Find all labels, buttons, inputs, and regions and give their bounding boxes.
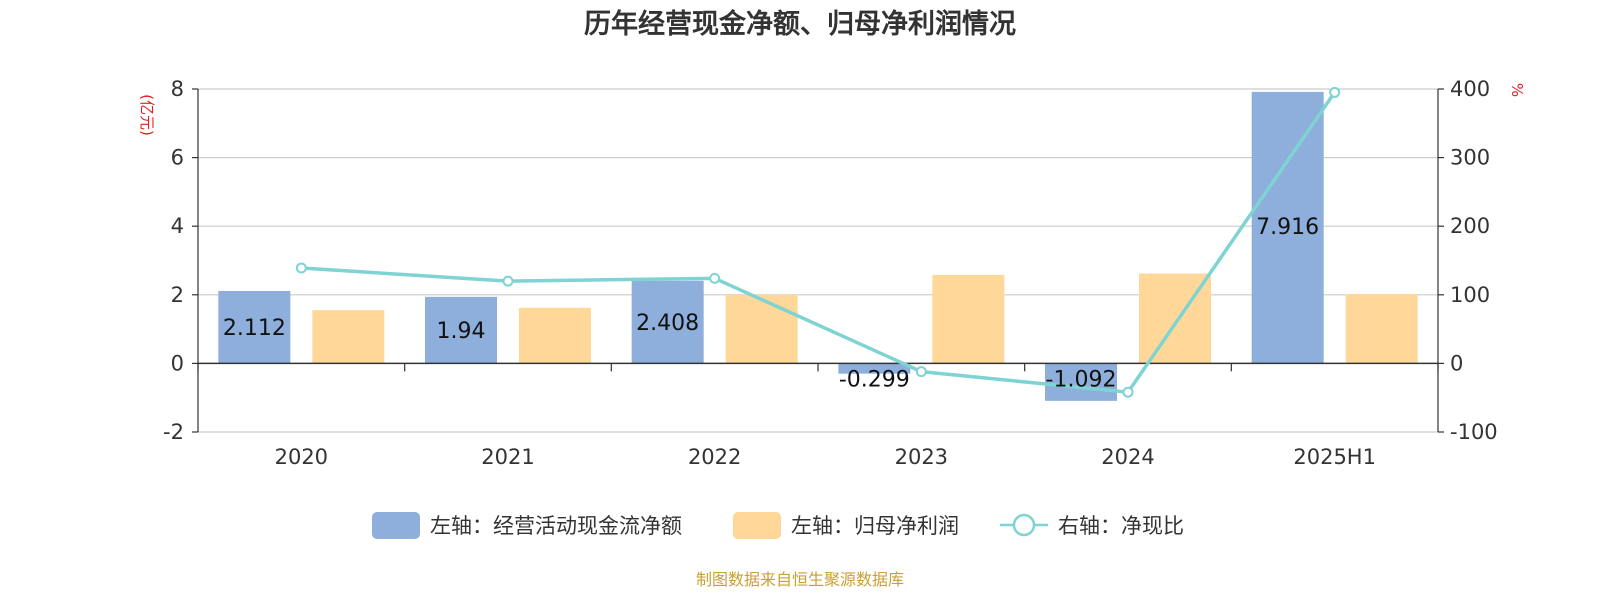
right-axis-tick-label: 0	[1450, 351, 1463, 375]
legend-item-net-profit[interactable]: 左轴：归母净利润	[733, 512, 959, 539]
left-axis-tick-label: 2	[171, 283, 184, 307]
ratio-point	[295, 262, 307, 274]
right-axis-tick-label: 400	[1450, 77, 1490, 101]
legend-label: 左轴：经营活动现金流净额	[430, 514, 682, 538]
right-axis-unit: %	[1508, 83, 1526, 97]
tick-labels: -2 0 2 4 6 8 -100 0 100 200 300 400 2020 2021 2022 2023…	[163, 77, 1498, 469]
left-axis-tick-label: 6	[171, 146, 184, 170]
cashflow-bar	[218, 290, 291, 364]
right-axis-tick-label: 200	[1450, 214, 1490, 238]
legend-item-ratio[interactable]: 右轴：净现比	[1000, 513, 1184, 538]
legend-item-cashflow[interactable]: 左轴：经营活动现金流净额	[372, 512, 682, 539]
cashflow-bar	[1251, 91, 1324, 364]
cashflow-data-label: -1.092	[1046, 367, 1117, 392]
legend-marker	[1012, 513, 1036, 537]
x-axis-tick-label: 2021	[481, 445, 534, 469]
net-profit-bar	[932, 274, 1005, 364]
net-profit-bar	[312, 310, 385, 364]
ratio-point	[915, 366, 927, 378]
grid-lines	[198, 88, 1438, 433]
net-profit-bar	[1345, 294, 1418, 364]
left-axis-tick-label: 4	[171, 214, 184, 238]
net-profit-bar	[725, 294, 798, 364]
x-axis-tick-label: 2025H1	[1293, 445, 1376, 469]
legend-label: 右轴：净现比	[1058, 514, 1184, 538]
x-axis-tick-label: 2022	[688, 445, 741, 469]
cashflow-bar	[1045, 363, 1117, 401]
cashflow-data-label: -0.299	[839, 367, 910, 392]
x-axis-tick-label: 2023	[895, 445, 948, 469]
x-axis-tick-label: 2024	[1101, 445, 1154, 469]
x-axis-tick-label: 2020	[275, 445, 328, 469]
cashflow-bar	[838, 363, 911, 374]
cashflow-data-label: 2.112	[223, 316, 286, 341]
ratio-point	[1329, 86, 1341, 98]
chart-title: 历年经营现金净额、归母净利润情况	[584, 8, 1016, 40]
right-axis-tick-label: 300	[1450, 146, 1490, 170]
cashflow-data-label: 2.408	[636, 311, 699, 336]
left-axis-unit: (亿元)	[138, 94, 156, 136]
legend[interactable]: 左轴：经营活动现金流净额 左轴：归母净利润 右轴：净现比	[372, 512, 1184, 539]
ratio-point	[502, 275, 514, 287]
cashflow-data-label: 1.94	[437, 319, 486, 344]
left-axis-tick-label: 0	[171, 351, 184, 375]
left-axis-tick-label: -2	[163, 420, 184, 444]
right-axis-tick-label: -100	[1450, 420, 1498, 444]
right-axis-tick-label: 100	[1450, 283, 1490, 307]
legend-label: 左轴：归母净利润	[791, 514, 959, 538]
ratio-line	[295, 86, 1341, 398]
cashflow-bar	[631, 280, 704, 364]
ratio-point	[709, 272, 721, 284]
cashflow-data-label: 7.916	[1256, 215, 1319, 240]
left-axis-tick-label: 8	[171, 77, 184, 101]
ratio-line-path	[301, 91, 1337, 395]
cashflow-bar	[425, 296, 497, 364]
net-profit-bar	[519, 307, 591, 364]
data-labels: 2.112 1.94 2.408 -0.299 -1.092 7.916	[223, 215, 1319, 392]
ratio-point	[1122, 386, 1134, 398]
bars	[218, 91, 1418, 401]
axes	[192, 88, 1444, 433]
legend-swatch	[733, 512, 781, 539]
source-note: 制图数据来自恒生聚源数据库	[696, 570, 904, 589]
legend-swatch	[372, 512, 420, 539]
